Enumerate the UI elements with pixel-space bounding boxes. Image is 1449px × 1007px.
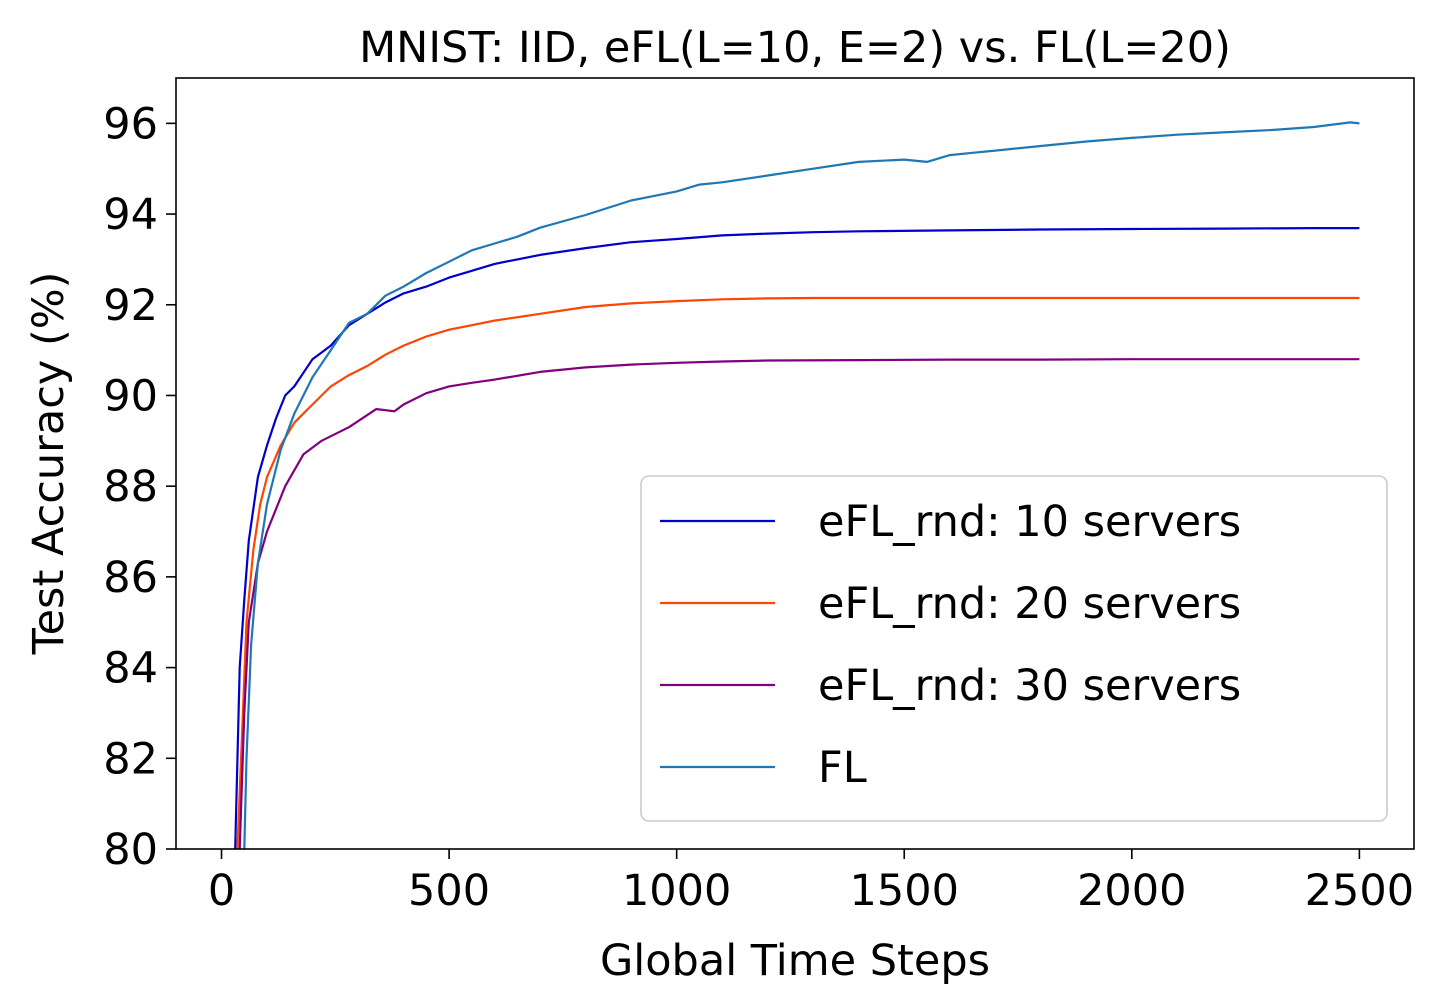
- x-tick-label: 2000: [1077, 866, 1186, 916]
- y-tick-label: 90: [103, 371, 158, 421]
- x-axis: 0 500 1000 1500 2000 2500: [208, 849, 1414, 916]
- legend-label: eFL_rnd: 30 servers: [818, 661, 1241, 711]
- y-tick-label: 96: [103, 99, 158, 149]
- series-line-1: [234, 227, 1360, 849]
- plot-area: [175, 77, 1415, 850]
- series-line-3: [238, 358, 1360, 849]
- x-tick-label: 0: [208, 866, 235, 916]
- series-line-2: [236, 296, 1360, 849]
- y-tick-label: 86: [103, 553, 158, 603]
- legend: eFL_rnd: 10 servers eFL_rnd: 20 servers eF…: [640, 475, 1388, 822]
- y-axis-label: Test Accuracy (%): [24, 272, 74, 656]
- y-tick-label: 88: [103, 462, 158, 512]
- plot-frame: [175, 77, 1415, 850]
- legend-box: [640, 475, 1388, 822]
- y-tick-label: 82: [103, 734, 158, 784]
- x-tick-label: 2500: [1305, 866, 1414, 916]
- legend-label: eFL_rnd: 20 servers: [818, 579, 1241, 629]
- legend-label: eFL_rnd: 10 servers: [818, 497, 1241, 547]
- series-line-4: [243, 121, 1360, 849]
- x-tick-label: 1500: [850, 866, 959, 916]
- y-tick-label: 92: [103, 281, 158, 331]
- chart-title: MNIST: IID, eFL(L=10, E=2) vs. FL(L=20): [359, 23, 1231, 73]
- y-tick-label: 84: [103, 644, 158, 694]
- y-tick-label: 80: [103, 825, 158, 875]
- y-axis: 80 82 84 86 88 90 92 94 96: [103, 99, 176, 875]
- series-layer: [234, 121, 1360, 849]
- x-tick-label: 500: [408, 866, 490, 916]
- x-axis-label: Global Time Steps: [600, 936, 990, 986]
- y-tick-label: 94: [103, 190, 158, 240]
- legend-label: FL: [818, 743, 867, 793]
- x-tick-label: 1000: [622, 866, 731, 916]
